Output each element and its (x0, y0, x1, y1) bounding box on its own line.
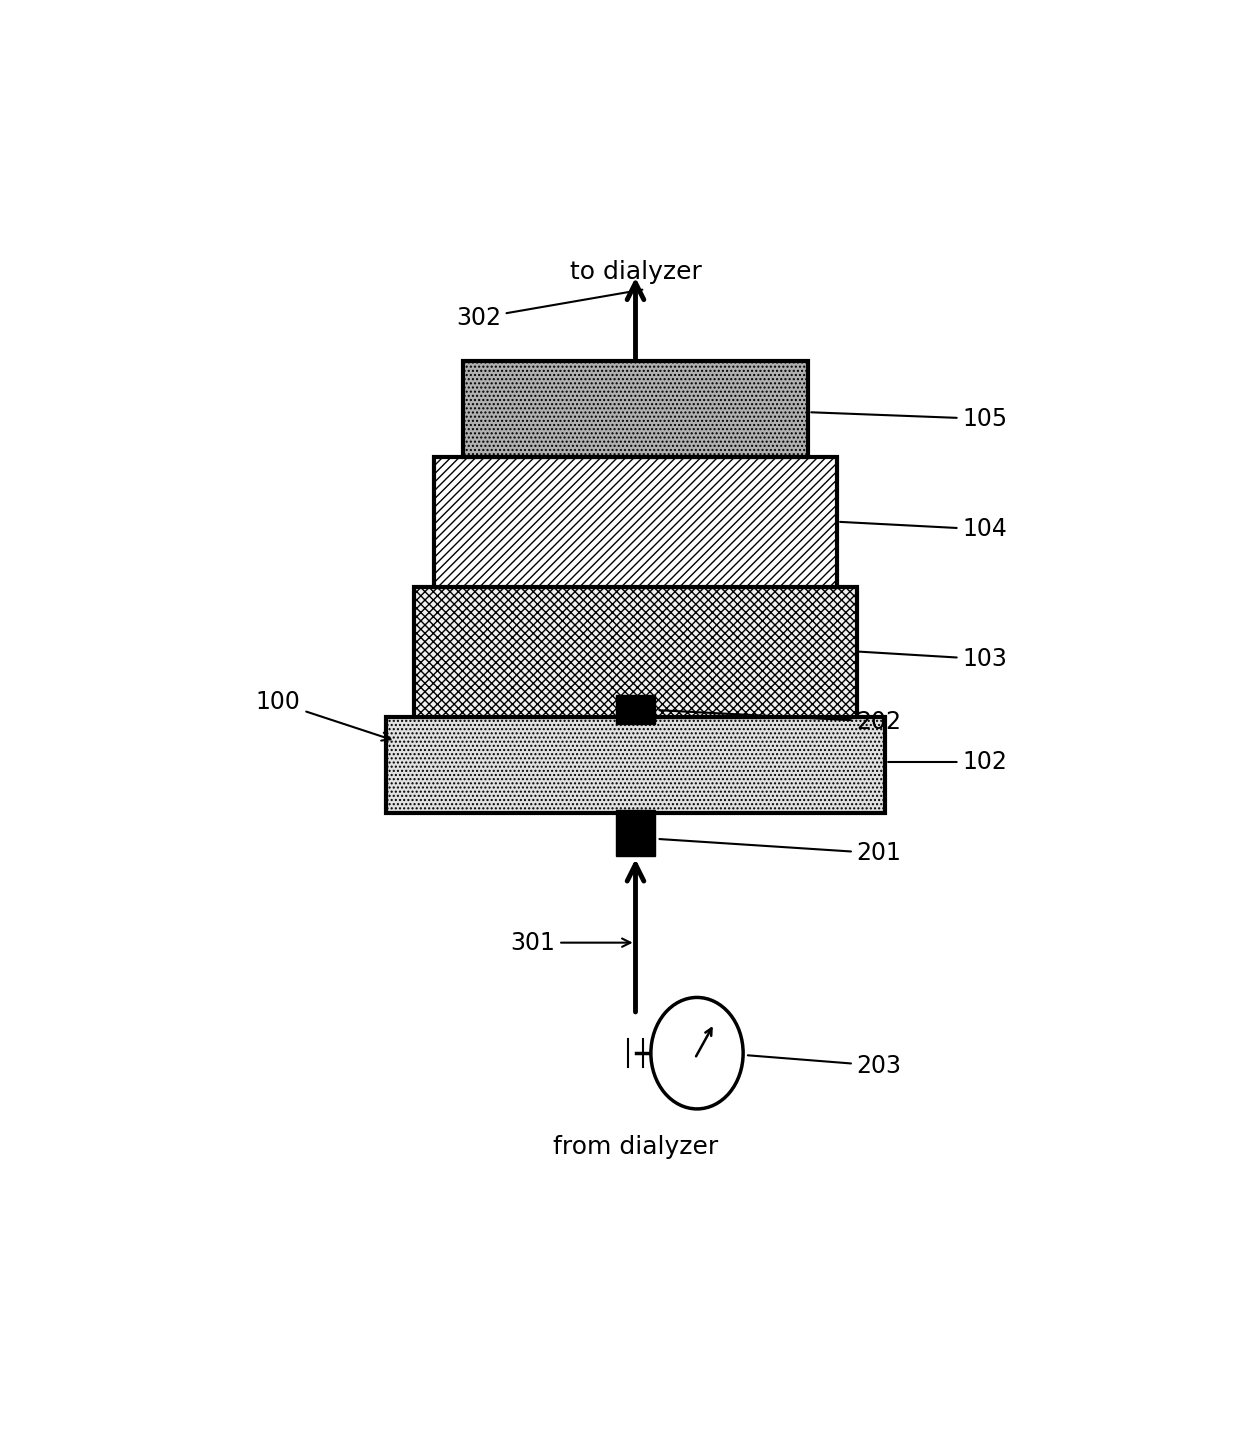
Text: 103: 103 (859, 647, 1007, 672)
Bar (463, 361, 808, 458)
Ellipse shape (651, 998, 743, 1109)
Text: 301: 301 (511, 931, 630, 954)
Text: 104: 104 (839, 517, 1007, 542)
Bar (616, 809, 655, 856)
Bar (434, 458, 837, 586)
Text: from dialyzer: from dialyzer (553, 1135, 718, 1158)
Text: 302: 302 (456, 290, 642, 330)
Bar (386, 717, 885, 812)
Text: 105: 105 (811, 407, 1007, 432)
Text: to dialyzer: to dialyzer (569, 261, 702, 284)
Text: 202: 202 (660, 710, 901, 734)
Bar (386, 717, 885, 812)
Text: 203: 203 (748, 1054, 901, 1077)
Text: 100: 100 (255, 691, 391, 740)
Bar (414, 586, 857, 717)
Bar (463, 361, 808, 458)
Bar (414, 586, 857, 717)
Bar (434, 458, 837, 586)
Text: 201: 201 (660, 838, 901, 866)
Bar (616, 695, 655, 724)
Text: 102: 102 (888, 750, 1007, 775)
